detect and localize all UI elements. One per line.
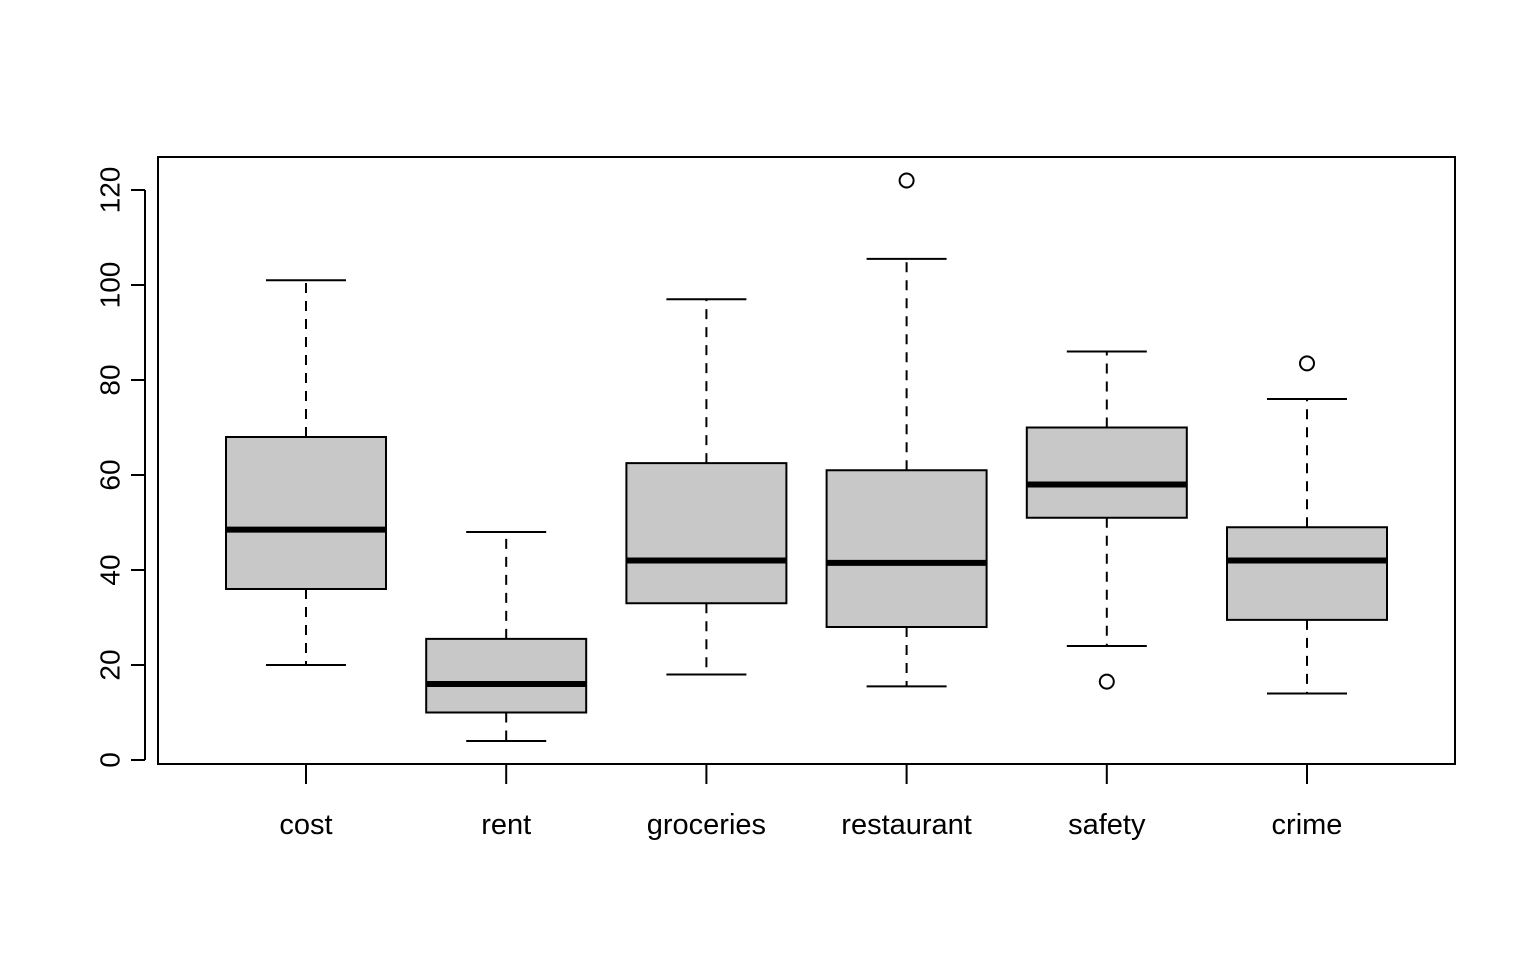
x-category-label: rent <box>481 809 531 841</box>
iqr-box <box>1025 426 1188 519</box>
box-rent <box>425 531 588 742</box>
x-category-label: groceries <box>647 809 766 841</box>
box-restaurant <box>825 172 988 688</box>
y-axis: 0 20 40 60 80 100 120 <box>95 167 146 768</box>
box-crime <box>1226 355 1388 695</box>
x-category-label: safety <box>1068 809 1146 841</box>
y-tick-label: 20 <box>95 649 126 680</box>
y-tick-label: 120 <box>95 167 126 214</box>
outlier-point <box>1299 355 1315 372</box>
box-groceries <box>625 298 788 676</box>
plot-frame <box>157 156 1456 765</box>
y-tick-label: 0 <box>95 752 126 768</box>
x-axis: cost rent groceries restaurant safety crime <box>279 764 1342 841</box>
x-category-label: crime <box>1272 809 1343 841</box>
x-category-label: restaurant <box>841 809 972 841</box>
iqr-box <box>1226 526 1388 621</box>
y-tick-label: 80 <box>95 364 126 395</box>
outlier-point <box>1098 673 1115 690</box>
y-tick-label: 40 <box>95 554 126 585</box>
box-safety <box>1025 350 1188 690</box>
box-cost <box>225 279 387 666</box>
x-category-label: cost <box>279 809 332 841</box>
iqr-box <box>425 637 588 714</box>
outlier-point <box>898 172 915 189</box>
iqr-box <box>225 436 387 590</box>
y-tick-label: 100 <box>95 262 126 309</box>
box-series <box>225 172 1388 742</box>
iqr-box <box>825 469 988 628</box>
iqr-box <box>625 462 788 605</box>
y-tick-label: 60 <box>95 459 126 490</box>
